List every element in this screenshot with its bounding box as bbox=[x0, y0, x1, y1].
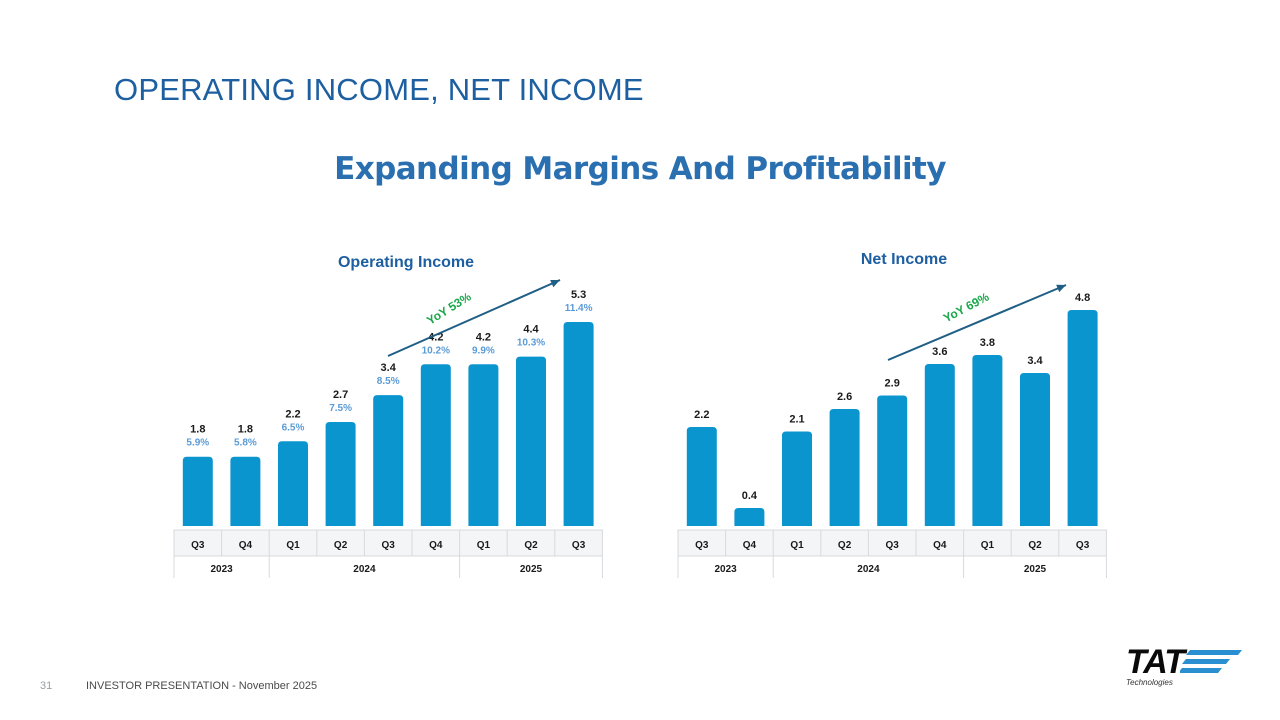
quarter-label: Q2 bbox=[1028, 540, 1042, 551]
value-label: 1.8 bbox=[238, 424, 253, 436]
logo-subtext: Technologies bbox=[1126, 678, 1173, 687]
quarter-label: Q4 bbox=[933, 540, 947, 551]
slide-subtitle: Expanding Margins And Profitability bbox=[334, 151, 946, 187]
logo-stripes-icon bbox=[1180, 650, 1242, 673]
bar bbox=[230, 456, 261, 526]
bar bbox=[325, 422, 356, 526]
quarter-label: Q1 bbox=[981, 540, 995, 551]
value-label: 3.8 bbox=[980, 337, 995, 349]
bar bbox=[1067, 310, 1098, 526]
quarter-label: Q4 bbox=[429, 540, 443, 551]
quarter-label: Q4 bbox=[743, 540, 757, 551]
value-label: 4.4 bbox=[523, 324, 539, 336]
quarter-row bbox=[173, 529, 603, 557]
margin-label: 8.5% bbox=[377, 376, 400, 387]
bar bbox=[877, 395, 908, 526]
year-label: 2023 bbox=[714, 564, 737, 575]
value-label: 4.8 bbox=[1075, 292, 1090, 304]
bar bbox=[924, 364, 955, 526]
quarter-label: Q1 bbox=[286, 540, 300, 551]
value-label: 4.2 bbox=[476, 331, 491, 343]
quarter-label: Q2 bbox=[334, 540, 348, 551]
value-label: 5.3 bbox=[571, 289, 586, 301]
value-label: 2.1 bbox=[789, 414, 804, 426]
tat-logo: TAT Technologies bbox=[1122, 644, 1252, 690]
quarter-label: Q2 bbox=[524, 540, 538, 551]
bar bbox=[686, 427, 717, 526]
chart-title: Operating Income bbox=[338, 254, 474, 271]
quarter-label: Q3 bbox=[191, 540, 205, 551]
year-label: 2024 bbox=[353, 564, 376, 575]
value-label: 4.2 bbox=[428, 331, 443, 343]
bar bbox=[420, 364, 451, 526]
value-label: 3.4 bbox=[1027, 355, 1043, 367]
bar bbox=[468, 364, 499, 526]
logo-wordmark: TAT bbox=[1126, 643, 1185, 681]
year-label: 2023 bbox=[210, 564, 233, 575]
quarter-label: Q1 bbox=[477, 540, 491, 551]
page-number: 31 bbox=[40, 680, 53, 692]
margin-label: 5.8% bbox=[234, 438, 257, 449]
quarter-label: Q1 bbox=[790, 540, 804, 551]
quarter-label: Q3 bbox=[695, 540, 709, 551]
bar bbox=[278, 441, 308, 526]
quarter-label: Q3 bbox=[382, 540, 396, 551]
margin-label: 11.4% bbox=[565, 303, 593, 314]
bar bbox=[734, 508, 765, 526]
bar bbox=[373, 395, 404, 526]
footer-text: INVESTOR PRESENTATION - November 2025 bbox=[86, 680, 318, 692]
bar bbox=[516, 356, 546, 526]
year-label: 2024 bbox=[857, 564, 880, 575]
bar bbox=[182, 456, 213, 526]
quarter-label: Q3 bbox=[1076, 540, 1090, 551]
quarter-label: Q2 bbox=[838, 540, 852, 551]
value-label: 0.4 bbox=[742, 490, 758, 502]
slide-title: OPERATING INCOME, NET INCOME bbox=[114, 72, 644, 107]
quarter-label: Q4 bbox=[239, 540, 253, 551]
value-label: 2.6 bbox=[837, 391, 852, 403]
bar bbox=[829, 409, 860, 526]
growth-arrow-head bbox=[1056, 284, 1066, 293]
year-label: 2025 bbox=[1024, 564, 1047, 575]
margin-label: 10.3% bbox=[517, 338, 545, 349]
bar bbox=[782, 431, 812, 526]
value-label: 2.2 bbox=[285, 408, 300, 420]
margin-label: 6.5% bbox=[282, 422, 305, 433]
value-label: 2.2 bbox=[694, 409, 709, 421]
margin-label: 9.9% bbox=[472, 345, 495, 356]
chart-title: Net Income bbox=[861, 251, 947, 268]
value-label: 3.6 bbox=[932, 346, 947, 358]
quarter-label: Q3 bbox=[886, 540, 900, 551]
bar bbox=[972, 355, 1003, 526]
growth-arrow-line bbox=[387, 279, 561, 357]
margin-label: 7.5% bbox=[329, 403, 352, 414]
value-label: 3.4 bbox=[381, 362, 397, 374]
value-label: 2.9 bbox=[885, 378, 900, 390]
margin-label: 5.9% bbox=[186, 438, 209, 449]
quarter-row bbox=[677, 529, 1107, 557]
bar bbox=[563, 321, 594, 526]
year-label: 2025 bbox=[520, 564, 543, 575]
bar bbox=[1020, 373, 1050, 526]
growth-arrow-head bbox=[550, 279, 560, 288]
quarter-label: Q3 bbox=[572, 540, 586, 551]
growth-arrow-line bbox=[887, 284, 1067, 361]
value-label: 2.7 bbox=[333, 389, 348, 401]
value-label: 1.8 bbox=[190, 424, 205, 436]
margin-label: 10.2% bbox=[422, 345, 450, 356]
